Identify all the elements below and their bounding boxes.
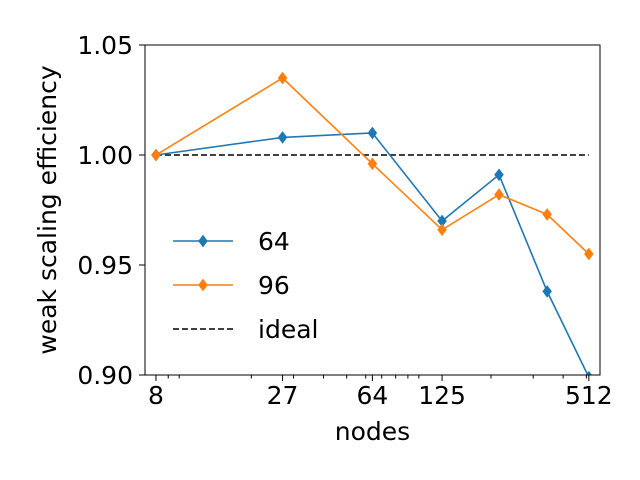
legend-item-ideal: ideal [173,315,318,344]
x-axis-label: nodes [335,417,410,446]
legend: 64 96 ideal [173,227,318,344]
plot-content [151,71,594,375]
y-tick-label: 1.00 [77,141,133,170]
y-axis-label: weak scaling efficiency [33,65,62,354]
x-tick-label: 512 [565,381,613,410]
series-96-point [277,71,288,85]
minor-x-ticks [167,375,587,379]
series-64-point [367,126,378,140]
major-x-ticks: 8 27 64 125 512 [148,375,613,410]
x-tick-label: 8 [148,381,164,410]
series-64-point [494,168,504,182]
legend-label: ideal [258,315,318,344]
legend-label: 64 [258,227,290,256]
legend-marker [198,234,208,248]
series-96-point [494,188,504,201]
series-64-point [277,131,288,144]
plot-frame [144,44,601,376]
x-tick-label: 64 [356,381,388,410]
series-64-point [585,370,592,375]
series-64-point [542,285,552,298]
legend-label: 96 [258,271,290,300]
y-tick-label: 0.95 [77,251,133,280]
x-tick-label: 125 [418,381,466,410]
series-96-point [542,208,552,221]
series-96-point [151,148,161,162]
legend-item-64: 64 [173,227,290,256]
series-96-point [437,223,447,237]
legend-item-96: 96 [173,271,290,300]
y-ticks: 0.90 0.95 1.00 1.05 [77,31,145,390]
series-96-point [584,247,594,261]
legend-marker [198,278,208,292]
x-tick-label: 27 [267,381,299,410]
y-tick-label: 1.05 [77,31,133,60]
y-tick-label: 0.90 [77,361,133,390]
series-96-point [367,157,378,171]
